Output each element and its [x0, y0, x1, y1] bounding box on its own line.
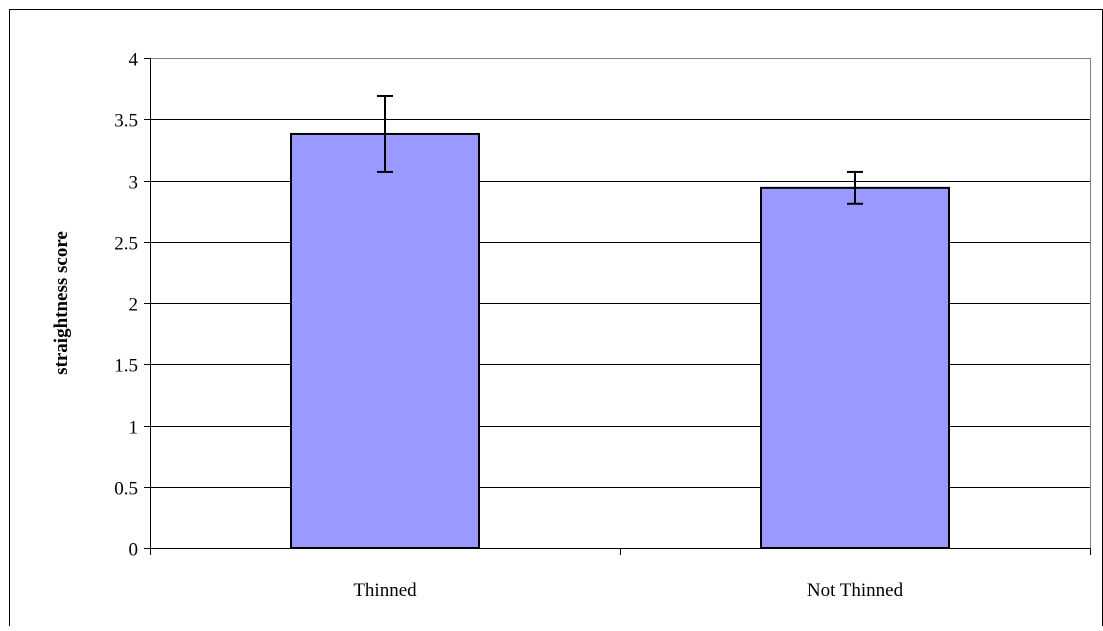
x-category-label: Thinned — [353, 580, 417, 601]
axes — [144, 58, 1091, 555]
y-tick-label: 1 — [129, 418, 139, 439]
y-tick-label: 0 — [129, 540, 139, 561]
y-tick-label: 2.5 — [114, 234, 138, 255]
y-tick-label: 3.5 — [114, 111, 138, 132]
y-tick-label: 4 — [129, 50, 139, 71]
y-tick-label: 2 — [129, 295, 139, 316]
error-bars — [377, 94, 863, 205]
bar-not-thinned — [760, 186, 950, 549]
y-axis-title: straightness score — [51, 231, 72, 375]
y-tick-label: 3 — [129, 173, 139, 194]
y-tick-label: 0.5 — [114, 479, 138, 500]
x-category-label: Not Thinned — [807, 580, 904, 601]
y-tick-label: 1.5 — [114, 356, 138, 377]
bars — [290, 132, 950, 549]
axis-labels: 0 0.5 1 1.5 2 2.5 3 3.5 4 Thinned Not Thinned — [114, 50, 903, 602]
bar-thinned — [290, 132, 480, 549]
